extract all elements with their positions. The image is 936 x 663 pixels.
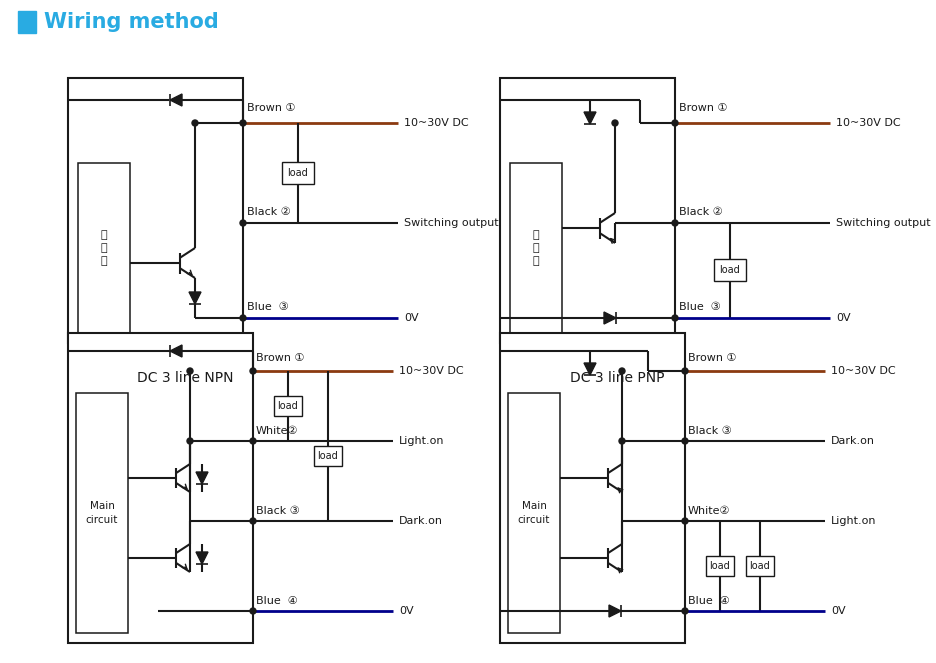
- Text: Light.on: Light.on: [830, 516, 875, 526]
- Text: Switching output: Switching output: [835, 218, 929, 228]
- Bar: [282, 162, 314, 184]
- Text: load: load: [749, 561, 769, 571]
- Bar: [500, 333, 684, 643]
- Text: Wiring method: Wiring method: [44, 12, 218, 32]
- Text: DC 3 line NPN: DC 3 line NPN: [137, 371, 233, 385]
- Circle shape: [671, 315, 678, 321]
- Text: 主
电
路: 主 电 路: [533, 230, 539, 267]
- Text: 主
电
路: 主 电 路: [100, 230, 108, 267]
- Circle shape: [619, 368, 624, 374]
- Bar: [314, 446, 342, 466]
- Text: Switching output: Switching output: [403, 218, 498, 228]
- Bar: [68, 78, 242, 343]
- Polygon shape: [608, 605, 621, 617]
- Bar: [713, 259, 745, 282]
- Text: Light.on: Light.on: [399, 436, 444, 446]
- Text: Main
circuit: Main circuit: [86, 501, 118, 524]
- Polygon shape: [583, 363, 595, 375]
- Circle shape: [240, 120, 246, 126]
- Polygon shape: [583, 112, 595, 124]
- Text: 10~30V DC: 10~30V DC: [835, 118, 899, 128]
- Text: 0V: 0V: [835, 313, 850, 323]
- Circle shape: [681, 438, 687, 444]
- Circle shape: [250, 608, 256, 614]
- Polygon shape: [196, 472, 208, 484]
- Polygon shape: [169, 94, 182, 106]
- Circle shape: [611, 120, 618, 126]
- Bar: [68, 333, 253, 643]
- Text: Brown ①: Brown ①: [687, 353, 736, 363]
- Circle shape: [619, 438, 624, 444]
- Text: Blue  ③: Blue ③: [679, 302, 720, 312]
- Text: load: load: [719, 265, 739, 276]
- Bar: [76, 393, 128, 633]
- Text: Brown ①: Brown ①: [679, 103, 726, 113]
- Circle shape: [240, 315, 246, 321]
- Bar: [500, 78, 674, 343]
- Bar: [273, 396, 301, 416]
- Circle shape: [681, 368, 687, 374]
- Circle shape: [240, 220, 246, 226]
- Text: White②: White②: [256, 426, 299, 436]
- Text: Black ③: Black ③: [687, 426, 731, 436]
- Circle shape: [187, 368, 193, 374]
- Circle shape: [187, 438, 193, 444]
- Text: Black ②: Black ②: [679, 207, 722, 217]
- Bar: [507, 393, 560, 633]
- Text: 10~30V DC: 10~30V DC: [403, 118, 468, 128]
- Circle shape: [681, 608, 687, 614]
- Text: Brown ①: Brown ①: [247, 103, 295, 113]
- Circle shape: [192, 120, 197, 126]
- Text: load: load: [287, 168, 308, 178]
- Bar: [745, 556, 773, 576]
- Circle shape: [250, 518, 256, 524]
- Text: 0V: 0V: [403, 313, 418, 323]
- Circle shape: [681, 518, 687, 524]
- Bar: [78, 163, 130, 333]
- Polygon shape: [189, 292, 201, 304]
- Text: Black ②: Black ②: [247, 207, 290, 217]
- Text: Dark.on: Dark.on: [399, 516, 443, 526]
- Circle shape: [671, 220, 678, 226]
- Text: 10~30V DC: 10~30V DC: [830, 366, 895, 376]
- Text: DC 3 line PNP: DC 3 line PNP: [570, 371, 664, 385]
- Polygon shape: [169, 345, 182, 357]
- Text: 10~30V DC: 10~30V DC: [399, 366, 463, 376]
- Text: Main
circuit: Main circuit: [518, 501, 549, 524]
- Text: Dark.on: Dark.on: [830, 436, 874, 446]
- Text: Blue  ④: Blue ④: [256, 596, 298, 606]
- Text: Black ③: Black ③: [256, 506, 300, 516]
- Polygon shape: [604, 312, 615, 324]
- Circle shape: [250, 438, 256, 444]
- Text: load: load: [277, 401, 298, 411]
- Circle shape: [671, 120, 678, 126]
- Polygon shape: [196, 552, 208, 564]
- Text: 0V: 0V: [830, 606, 844, 616]
- Text: Blue  ④: Blue ④: [687, 596, 729, 606]
- Bar: [509, 163, 562, 333]
- Bar: [705, 556, 733, 576]
- Text: Blue  ③: Blue ③: [247, 302, 288, 312]
- Text: Brown ①: Brown ①: [256, 353, 304, 363]
- Text: load: load: [709, 561, 729, 571]
- Circle shape: [250, 368, 256, 374]
- Text: White②: White②: [687, 506, 730, 516]
- Text: 0V: 0V: [399, 606, 413, 616]
- Text: load: load: [317, 451, 338, 461]
- Bar: [18, 11, 36, 33]
